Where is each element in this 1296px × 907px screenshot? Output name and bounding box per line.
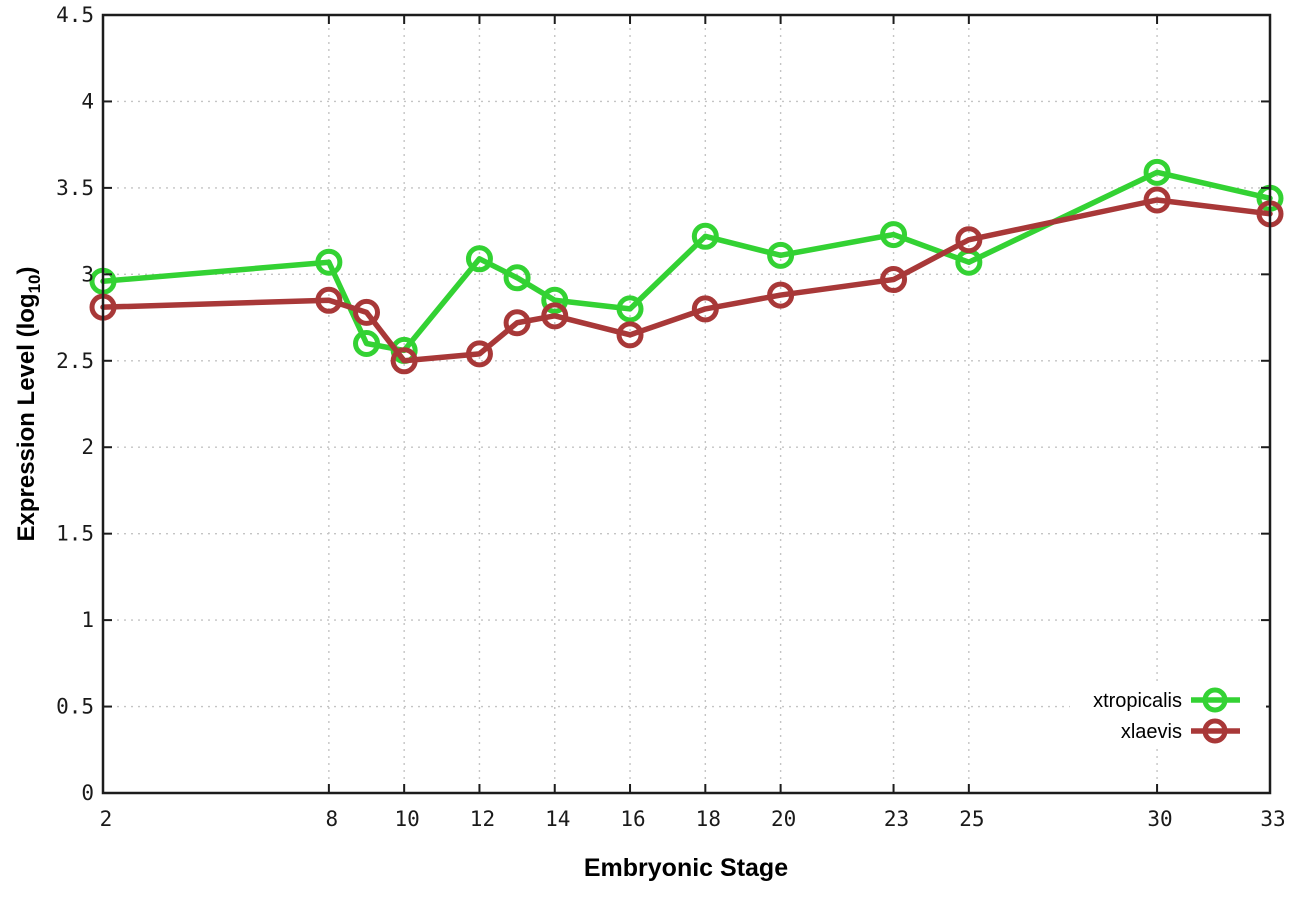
legend-marker-xtropicalis <box>1202 687 1228 713</box>
y-axis-label-text: Expression Level (log <box>13 293 40 541</box>
x-tick-label: 25 <box>959 807 984 831</box>
tick-labels: 2 8 10 12 14 16 18 20 23 25 30 33 0 0.5 1 1.5 2 2.5 3 3.5 4 4… <box>56 3 1286 831</box>
x-tick-label: 14 <box>545 807 570 831</box>
data-point-xlaevis <box>541 302 569 330</box>
series-xlaevis <box>89 186 1284 375</box>
data-point-xtropicalis <box>1143 158 1171 186</box>
plot-border <box>101 13 1272 795</box>
legend-item-xtropicalis: xtropicalis <box>1093 687 1240 713</box>
legend-label-xtropicalis: xtropicalis <box>1093 690 1182 712</box>
data-point-xtropicalis <box>353 329 381 357</box>
x-tick-label: 33 <box>1260 807 1285 831</box>
data-point-xlaevis <box>955 226 983 254</box>
y-axis-label-subscript: 10 <box>25 275 44 294</box>
data-point-xlaevis <box>503 309 531 337</box>
series-xtropicalis <box>89 158 1284 364</box>
data-point-xlaevis <box>880 266 908 294</box>
data-point-xtropicalis <box>541 286 569 314</box>
data-point-xlaevis <box>465 340 493 368</box>
data-point-xtropicalis <box>691 222 719 250</box>
data-point-xlaevis <box>616 321 644 349</box>
series-line-xtropicalis <box>100 169 1273 354</box>
data-point-xlaevis <box>353 298 381 326</box>
y-tick-label: 4 <box>81 89 94 113</box>
x-tick-label: 23 <box>884 807 909 831</box>
x-tick-label: 2 <box>100 807 113 831</box>
y-tick-label: 0.5 <box>56 695 94 719</box>
series-line-xlaevis <box>100 197 1273 364</box>
data-point-xtropicalis <box>315 248 343 276</box>
y-axis-label-close: ) <box>13 267 40 275</box>
data-point-xtropicalis <box>465 245 493 273</box>
x-tick-label: 12 <box>470 807 495 831</box>
y-tick-label: 2.5 <box>56 349 94 373</box>
x-tick-label: 8 <box>326 807 339 831</box>
y-tick-label: 1 <box>81 608 94 632</box>
legend-item-xlaevis: xlaevis <box>1121 718 1240 744</box>
legend-marker-xlaevis <box>1202 718 1228 744</box>
y-tick-label: 2 <box>81 435 94 459</box>
x-tick-label: 10 <box>395 807 420 831</box>
x-tick-label: 16 <box>620 807 645 831</box>
x-tick-label: 30 <box>1147 807 1172 831</box>
y-tick-label: 3 <box>81 262 94 286</box>
axis-ticks <box>102 14 1271 794</box>
data-point-xlaevis <box>315 286 343 314</box>
y-axis-label: Expression Level (log10) <box>13 267 44 542</box>
y-tick-label: 4.5 <box>56 3 94 27</box>
y-tick-label: 3.5 <box>56 176 94 200</box>
legend: xtropicalis xlaevis <box>1070 682 1266 746</box>
gridlines <box>103 15 1270 793</box>
x-axis-label: Embryonic Stage <box>584 854 788 882</box>
x-tick-label: 18 <box>696 807 721 831</box>
legend-background <box>1070 682 1266 746</box>
y-tick-label: 1.5 <box>56 522 94 546</box>
data-point-xtropicalis <box>616 295 644 323</box>
y-tick-label: 0 <box>81 781 94 805</box>
data-series <box>89 158 1284 375</box>
data-point-xtropicalis <box>880 221 908 249</box>
data-point-xtropicalis <box>767 241 795 269</box>
data-point-xlaevis <box>691 295 719 323</box>
data-point-xtropicalis <box>503 264 531 292</box>
x-tick-label: 20 <box>771 807 796 831</box>
legend-label-xlaevis: xlaevis <box>1121 721 1182 743</box>
data-point-xlaevis <box>1143 186 1171 214</box>
data-point-xlaevis <box>767 281 795 309</box>
data-point-xlaevis <box>390 347 418 375</box>
